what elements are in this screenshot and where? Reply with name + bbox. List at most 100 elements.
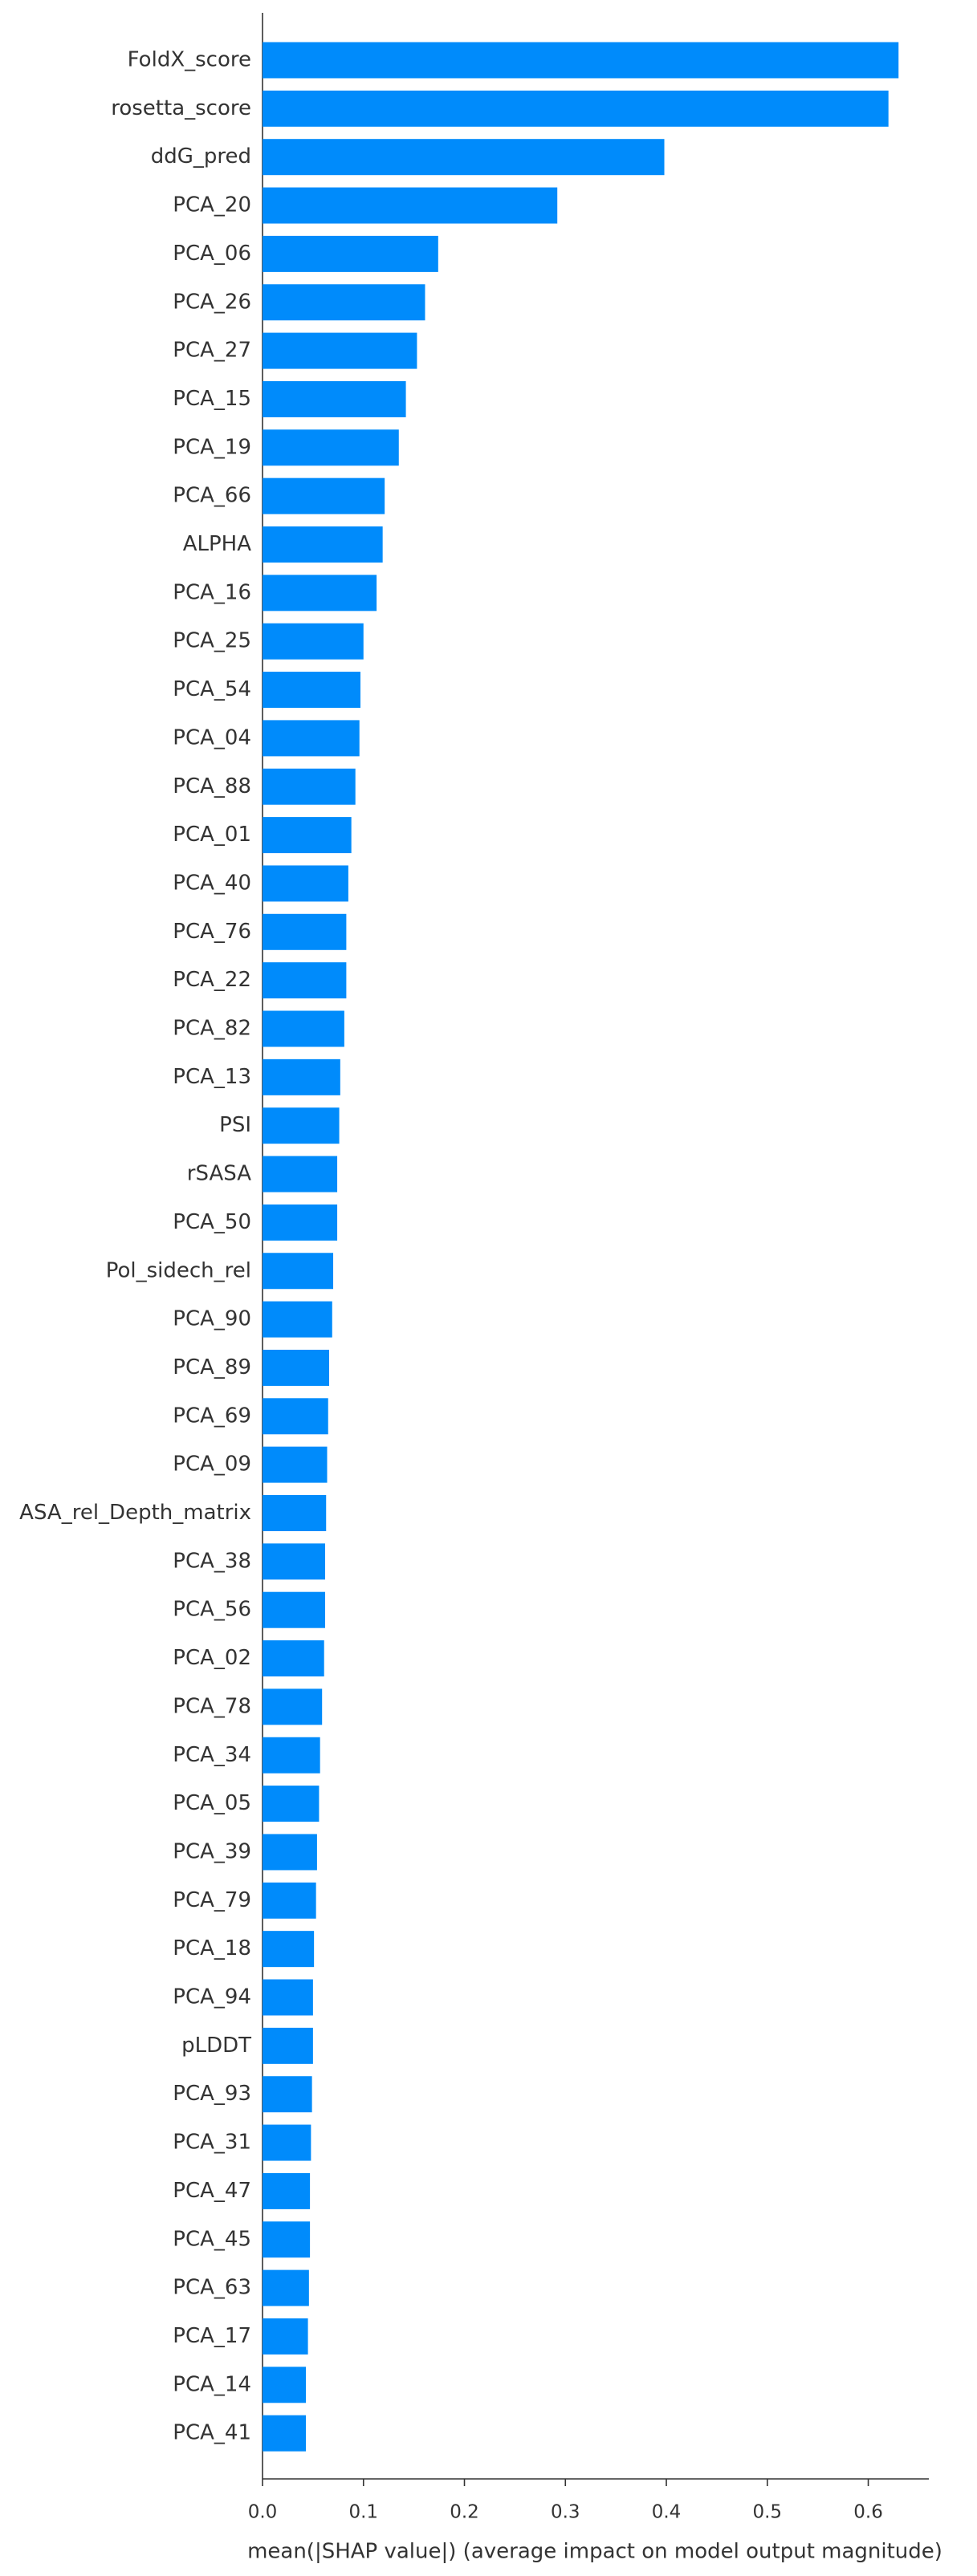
bar [263,575,377,611]
x-tick-label: 0.6 [853,2502,883,2523]
y-tick-label: PCA_82 [173,1017,251,1041]
bar [263,1398,328,1435]
y-tick-label: PCA_89 [173,1355,251,1379]
y-tick-label: Pol_sidech_rel [106,1258,251,1282]
bar [263,1688,323,1725]
bar [263,2318,308,2355]
y-tick-label: PCA_88 [173,774,251,798]
y-tick-label: PCA_40 [173,871,251,895]
y-tick-label: PCA_76 [173,920,251,944]
bar [263,1737,320,1774]
bar [263,1301,332,1338]
bar [263,1107,340,1144]
y-tick-label: PCA_54 [173,677,251,701]
y-tick-label: PCA_94 [173,1985,251,2009]
bar [263,1834,317,1871]
bar [263,284,425,321]
y-tick-label: PCA_05 [173,1791,251,1815]
bar [263,42,899,79]
bar [263,1931,315,1968]
y-tick-label: pLDDT [181,2034,251,2058]
bar [263,90,889,127]
bar [263,913,347,950]
y-tick-label: PCA_16 [173,580,251,604]
y-tick-label: PCA_56 [173,1598,251,1622]
bar [263,623,364,660]
bar [263,2124,311,2161]
bar [263,1010,344,1047]
bar [263,2027,313,2064]
bar [263,2269,309,2306]
y-tick-label: PCA_50 [173,1210,251,1234]
bar [263,865,348,902]
bar [263,380,406,417]
bar [263,2221,311,2258]
y-tick-label: PCA_15 [173,387,251,411]
bar [263,1591,325,1628]
y-tick-label: PCA_20 [173,193,251,217]
bar [263,477,385,514]
y-tick-label: PCA_17 [173,2324,251,2348]
y-tick-label: PCA_19 [173,435,251,459]
bar [263,139,665,176]
bar [263,2415,307,2452]
y-tick-label: ALPHA [183,532,252,556]
bar [263,962,347,999]
y-tick-label: PCA_78 [173,1694,251,1718]
y-tick-label: PCA_66 [173,484,251,508]
y-tick-label: PCA_34 [173,1743,251,1767]
y-tick-label: PCA_69 [173,1404,251,1428]
y-tick-label: rosetta_score [111,96,251,120]
y-tick-label: PCA_27 [173,339,251,363]
y-tick-label: PCA_39 [173,1839,251,1863]
bar [263,429,399,466]
y-tick-label: ASA_rel_Depth_matrix [19,1501,251,1525]
bar [263,1156,338,1193]
bar [263,2172,311,2209]
y-tick-label: PCA_38 [173,1549,251,1573]
y-tick-label: PCA_41 [173,2421,251,2445]
bar [263,1543,325,1580]
y-tick-label: FoldX_score [128,48,251,72]
y-tick-label: PCA_13 [173,1065,251,1089]
y-tick-label: PCA_04 [173,725,251,750]
y-tick-label: PCA_31 [173,2131,251,2155]
bar [263,1882,316,1919]
y-tick-label: PCA_79 [173,1888,251,1912]
y-tick-label: ddG_pred [151,144,251,169]
y-tick-label: PCA_93 [173,2082,251,2106]
y-tick-label: PCA_45 [173,2227,251,2251]
x-tick-label: 0.5 [752,2502,782,2523]
y-tick-label: PCA_90 [173,1307,251,1331]
bar [263,187,558,224]
y-tick-label: PCA_02 [173,1646,251,1670]
bar [263,2076,312,2113]
bar [263,1495,327,1531]
bar [263,1979,313,2016]
bar [263,526,383,563]
bar [263,235,438,272]
y-tick-label: PCA_26 [173,290,251,314]
y-tick-label: PCA_18 [173,1936,251,1960]
bar [263,2367,307,2403]
bar [263,1640,324,1677]
bar [263,1204,338,1241]
bar [263,672,360,709]
y-tick-label: PCA_47 [173,2179,251,2203]
bar [263,1058,340,1095]
x-tick-label: 0.4 [652,2502,682,2523]
y-tick-label: PCA_14 [173,2372,251,2396]
bar [263,1349,329,1386]
bar [263,768,356,805]
x-tick-label: 0.2 [450,2502,479,2523]
y-tick-label: PCA_22 [173,968,251,992]
y-tick-label: PCA_25 [173,629,251,653]
bar [263,332,417,369]
x-tick-label: 0.1 [348,2502,378,2523]
x-tick-label: 0.3 [551,2502,580,2523]
y-tick-label: PCA_01 [173,823,251,847]
y-tick-label: PCA_06 [173,242,251,266]
y-tick-label: rSASA [187,1162,251,1186]
bar [263,817,352,854]
